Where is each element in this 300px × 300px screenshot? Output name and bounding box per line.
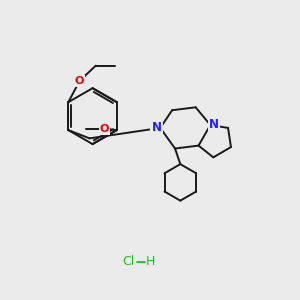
Text: N: N (152, 121, 161, 134)
Text: O: O (75, 76, 84, 86)
Text: H: H (145, 255, 155, 268)
Text: Cl: Cl (122, 255, 134, 268)
Text: O: O (100, 124, 109, 134)
Text: N: N (209, 118, 219, 131)
